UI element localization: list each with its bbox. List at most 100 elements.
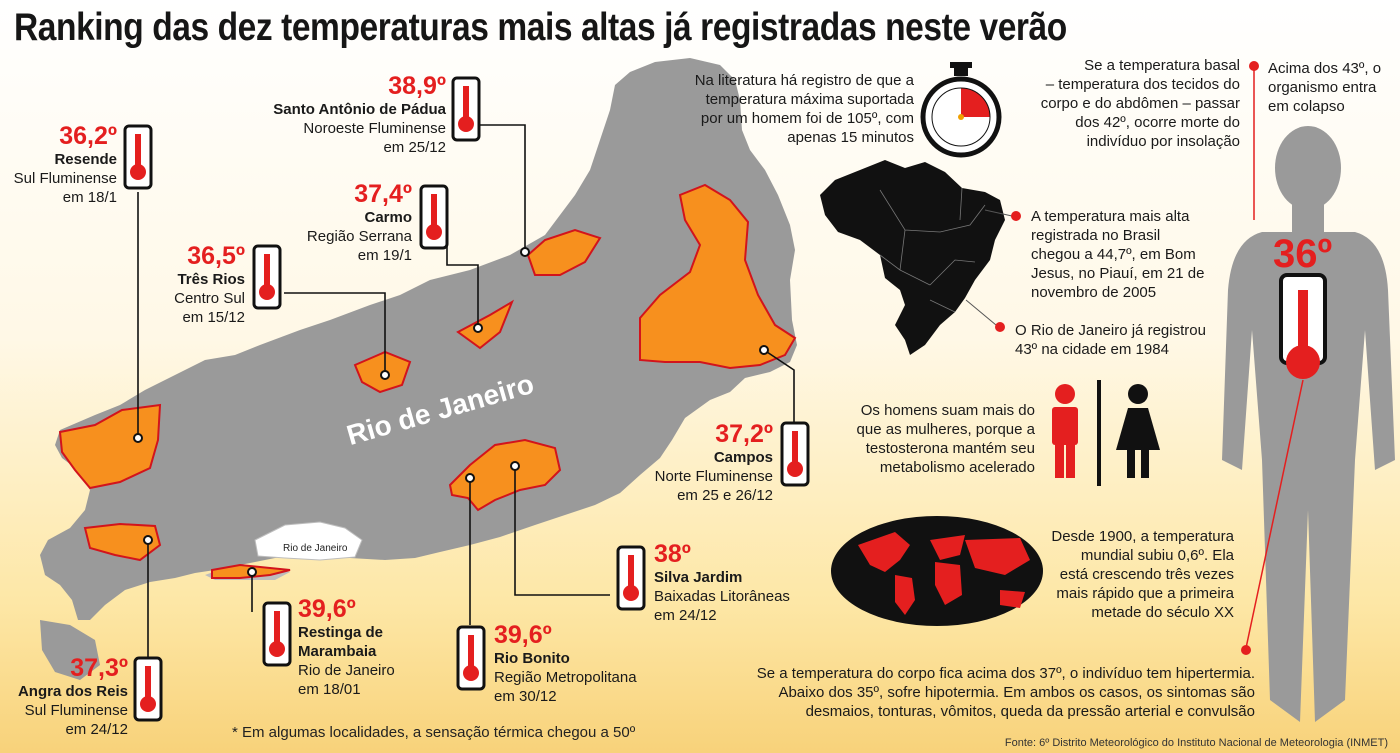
carmo-area — [456, 299, 515, 350]
location-date: em 19/1 — [357, 247, 412, 264]
location-temp: 36,5º — [187, 242, 245, 270]
note-line: metabolismo acelerado — [879, 459, 1035, 476]
thermometer-icon — [419, 184, 449, 250]
note-line: por um homem foi de 105º, com — [700, 110, 914, 127]
note-line: está crescendo três vezes — [1059, 566, 1234, 583]
location-temp: 39,6º — [494, 621, 552, 649]
angra-area — [83, 522, 162, 562]
note-line: – temperatura dos tecidos do — [1045, 76, 1240, 93]
location-silva-jardim: 38º Silva Jardim Baixadas Litorâneas em … — [654, 540, 790, 625]
note-line: desmaios, tonturas, vômitos, queda da pr… — [805, 703, 1255, 720]
location-temp: 37,3º — [70, 654, 128, 682]
location-restinga-de-marambaia: 39,6º Restinga de Marambaia Rio de Janei… — [298, 595, 395, 699]
note-line: 43º na cidade em 1984 — [1015, 341, 1169, 358]
note-collapse: Acima dos 43º, o organismo entra em cola… — [1268, 59, 1381, 116]
man-icon — [1052, 384, 1078, 478]
note-brazil-record: A temperatura mais alta registrada no Br… — [1031, 207, 1204, 302]
note-line: Jesus, no Piauí, em 21 de — [1031, 265, 1205, 282]
rio-state-map — [40, 58, 797, 680]
location-temp: 37,4º — [354, 180, 412, 208]
footnote: * Em algumas localidades, a sensação tér… — [232, 724, 636, 741]
location-date: em 15/12 — [182, 309, 245, 326]
note-line: Acima dos 43º, o — [1268, 60, 1382, 77]
location-city-line2: Marambaia — [298, 643, 377, 660]
highlighted-municipalities — [58, 183, 797, 579]
location-city: Silva Jardim — [654, 569, 743, 586]
silva-jardim-area — [448, 438, 562, 512]
note-world: Desde 1900, a temperatura mundial subiu … — [1051, 527, 1234, 622]
resende-area — [58, 403, 162, 490]
thermometer-icon — [252, 244, 282, 310]
note-line: Se a temperatura do corpo fica acima dos… — [756, 665, 1255, 682]
location-region: Sul Fluminense — [24, 702, 128, 719]
location-dots — [133, 247, 769, 577]
note-line: em colapso — [1268, 98, 1345, 115]
location-city: Três Rios — [177, 271, 245, 288]
location-region: Região Metropolitana — [494, 669, 637, 686]
connector-lines — [137, 124, 795, 660]
note-line: novembro de 2005 — [1031, 284, 1157, 301]
location-city: Resende — [54, 151, 117, 168]
location-date: em 18/1 — [62, 189, 117, 206]
campos-area — [639, 183, 797, 370]
note-line: Se a temperatura basal — [1084, 57, 1240, 74]
thermometer-icon — [456, 625, 486, 691]
note-basal: Se a temperatura basal – temperatura dos… — [1041, 56, 1240, 151]
brazil-map-icon — [820, 160, 1005, 355]
location-temp: 37,2º — [715, 420, 773, 448]
location-date: em 30/12 — [494, 688, 557, 705]
location-santo-antonio-de-padua: 38,9º Santo Antônio de Pádua Noroeste Fl… — [273, 72, 446, 157]
location-resende: 36,2º Resende Sul Fluminense em 18/1 — [14, 122, 117, 207]
thermometer-icon — [123, 124, 153, 190]
note-line: Abaixo dos 35º, sofre hipotermia. Em amb… — [778, 684, 1255, 701]
note-line: O Rio de Janeiro já registrou — [1015, 322, 1206, 339]
note-stopwatch: Na literatura há registro de que a tempe… — [695, 71, 914, 147]
brazil-pointers — [965, 209, 1021, 332]
location-date: em 25 e 26/12 — [677, 487, 773, 504]
note-line: A temperatura mais alta — [1031, 208, 1190, 225]
note-line: Na literatura há registro de que a — [694, 72, 914, 89]
note-line: indivíduo por insolação — [1086, 133, 1240, 150]
location-campos: 37,2º Campos Norte Fluminense em 25 e 26… — [655, 420, 773, 505]
location-region: Noroeste Fluminense — [303, 120, 446, 137]
location-region: Norte Fluminense — [654, 468, 773, 485]
page-title: Ranking das dez temperaturas mais altas … — [14, 6, 1067, 49]
location-date: em 24/12 — [654, 607, 717, 624]
location-region: Região Serrana — [306, 228, 412, 245]
location-region: Centro Sul — [174, 290, 245, 307]
stopwatch-icon — [920, 62, 1002, 158]
body-pointers — [1241, 61, 1304, 655]
location-region: Baixadas Litorâneas — [654, 588, 790, 605]
source-credit: Fonte: 6º Distrito Meteorológico do Inst… — [1004, 737, 1388, 749]
thermometer-icon — [451, 76, 481, 142]
location-carmo: 37,4º Carmo Região Serrana em 19/1 — [307, 180, 412, 265]
woman-icon — [1116, 384, 1160, 478]
note-line: testosterona mantém seu — [865, 440, 1035, 457]
location-tres-rios: 36,5º Três Rios Centro Sul em 15/12 — [174, 242, 245, 327]
note-rio-record: O Rio de Janeiro já registrou 43º na cid… — [1015, 321, 1206, 359]
thermometer-icon — [616, 545, 646, 611]
world-map-icon — [831, 516, 1043, 626]
location-city: Rio Bonito — [494, 650, 570, 667]
location-city: Restinga de — [298, 624, 384, 641]
location-temp: 36,2º — [59, 122, 117, 150]
padua-area — [526, 228, 602, 276]
note-line: mundial subiu 0,6º. Ela — [1080, 547, 1234, 564]
location-city: Angra dos Reis — [17, 683, 128, 700]
location-rio-bonito: 39,6º Rio Bonito Região Metropolitana em… — [494, 621, 637, 706]
location-temp: 38,9º — [388, 72, 446, 100]
location-temp: 39,6º — [298, 595, 356, 623]
location-angra-dos-reis: 37,3º Angra dos Reis Sul Fluminense em 2… — [18, 654, 128, 739]
body-temperature: 36º — [1273, 232, 1333, 276]
location-city: Santo Antônio de Pádua — [273, 101, 446, 118]
note-line: Desde 1900, a temperatura — [1051, 528, 1234, 545]
thermometer-icon — [133, 656, 163, 722]
note-sweat: Os homens suam mais do que as mulheres, … — [857, 401, 1035, 477]
location-date: em 24/12 — [65, 721, 128, 738]
note-line: dos 42º, ocorre morte do — [1075, 114, 1240, 131]
note-line: corpo e do abdômen – passar — [1040, 95, 1240, 112]
human-body-icon — [1222, 126, 1395, 722]
location-city: Carmo — [364, 209, 412, 226]
body-thermometer-icon — [1279, 273, 1327, 379]
